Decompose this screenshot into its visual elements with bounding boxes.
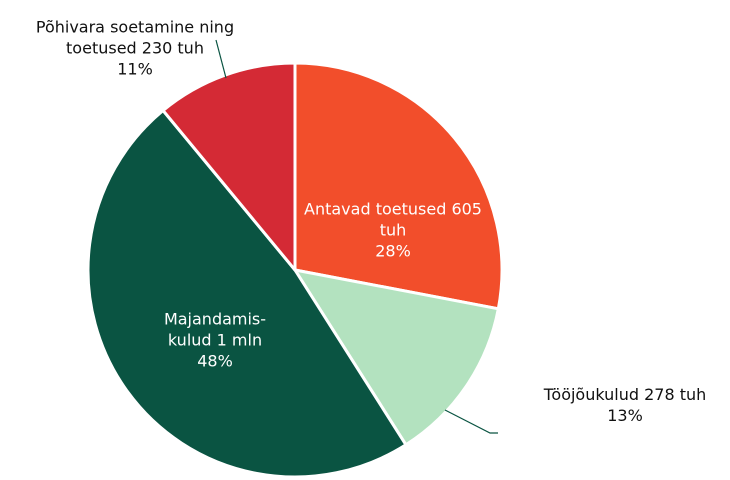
leader-line [215,39,227,79]
category-label: Antavad toetused 605 tuh [304,199,482,240]
category-label: Tööjõukulud 278 tuh [543,385,707,404]
percent-label: 28% [375,241,411,261]
percent-label: 11% [117,59,153,79]
percent-label: 48% [197,351,233,371]
category-label: Majandamis-kulud 1 mln [163,309,267,350]
pie-slice [86,108,408,479]
category-label: Põhivara soetamine ning toetused 230 tuh [35,17,235,58]
slice-label: Majandamis-kulud 1 mln 48% [145,309,285,372]
slice-label: Põhivara soetamine ning toetused 230 tuh… [5,17,265,80]
pie-slice [291,267,501,447]
slice-label: Antavad toetused 605 tuh 28% [293,199,493,262]
pie-slice [293,61,504,311]
leader-line [444,409,498,434]
percent-label: 13% [607,406,643,425]
slice-label: Tööjõukulud 278 tuh 13% [515,384,730,426]
